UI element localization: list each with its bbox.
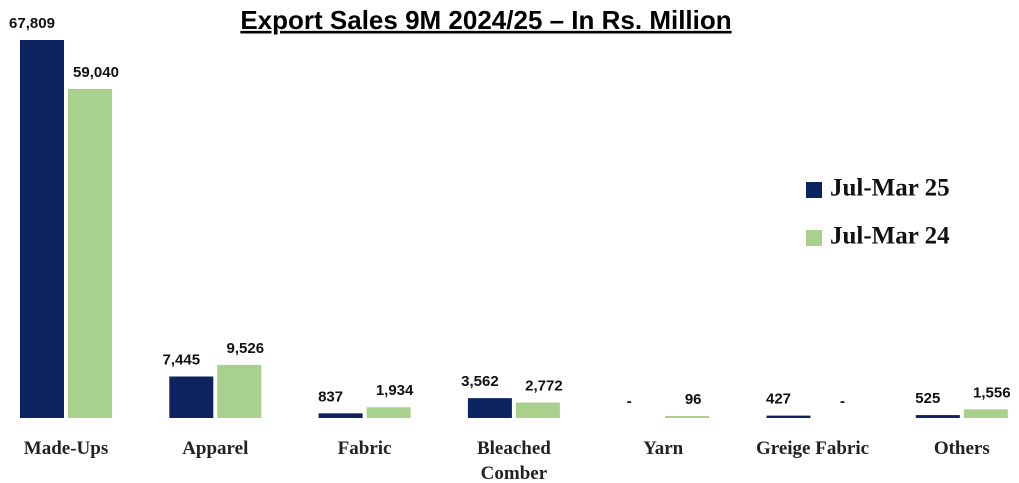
value-label: 427	[766, 391, 791, 408]
value-label: 2,772	[525, 378, 563, 395]
x-tick-label: Made-Ups	[23, 438, 109, 459]
bar	[169, 376, 214, 418]
bar	[68, 88, 112, 418]
chart-title: Export Sales 9M 2024/25 – In Rs. Million	[240, 5, 731, 35]
x-tick-label: Greige Fabric	[755, 438, 870, 459]
bar	[766, 415, 811, 418]
value-label: 67,809	[9, 15, 55, 32]
bar	[366, 407, 411, 418]
legend-swatch	[806, 182, 822, 198]
legend-label: Jul-Mar 25	[830, 175, 950, 202]
value-label: 1,934	[376, 382, 414, 399]
value-label: 1,556	[973, 384, 1011, 401]
value-label: 59,040	[73, 64, 119, 81]
bar	[217, 364, 262, 418]
value-label: 9,526	[227, 340, 265, 357]
bar	[963, 409, 1008, 418]
bar	[467, 398, 512, 418]
bar	[20, 40, 64, 418]
bar	[318, 413, 363, 418]
bar	[915, 415, 960, 418]
legend-label: Jul-Mar 24	[830, 223, 950, 250]
value-label: 7,445	[163, 351, 201, 368]
value-label: 837	[318, 388, 343, 405]
value-label: -	[627, 393, 632, 410]
bar	[515, 402, 560, 418]
value-label: -	[840, 393, 845, 410]
x-tick-label: Apparel	[182, 438, 249, 459]
value-label: 525	[915, 390, 940, 407]
legend-swatch	[806, 230, 822, 246]
x-tick-label: Bleached Comber	[476, 438, 551, 483]
x-tick-label: Fabric	[337, 438, 392, 459]
value-label: 96	[685, 391, 702, 408]
value-label: 3,562	[461, 373, 499, 390]
bar	[665, 416, 710, 418]
x-tick-label: Yarn	[643, 438, 684, 459]
x-tick-label: Others	[933, 438, 990, 459]
